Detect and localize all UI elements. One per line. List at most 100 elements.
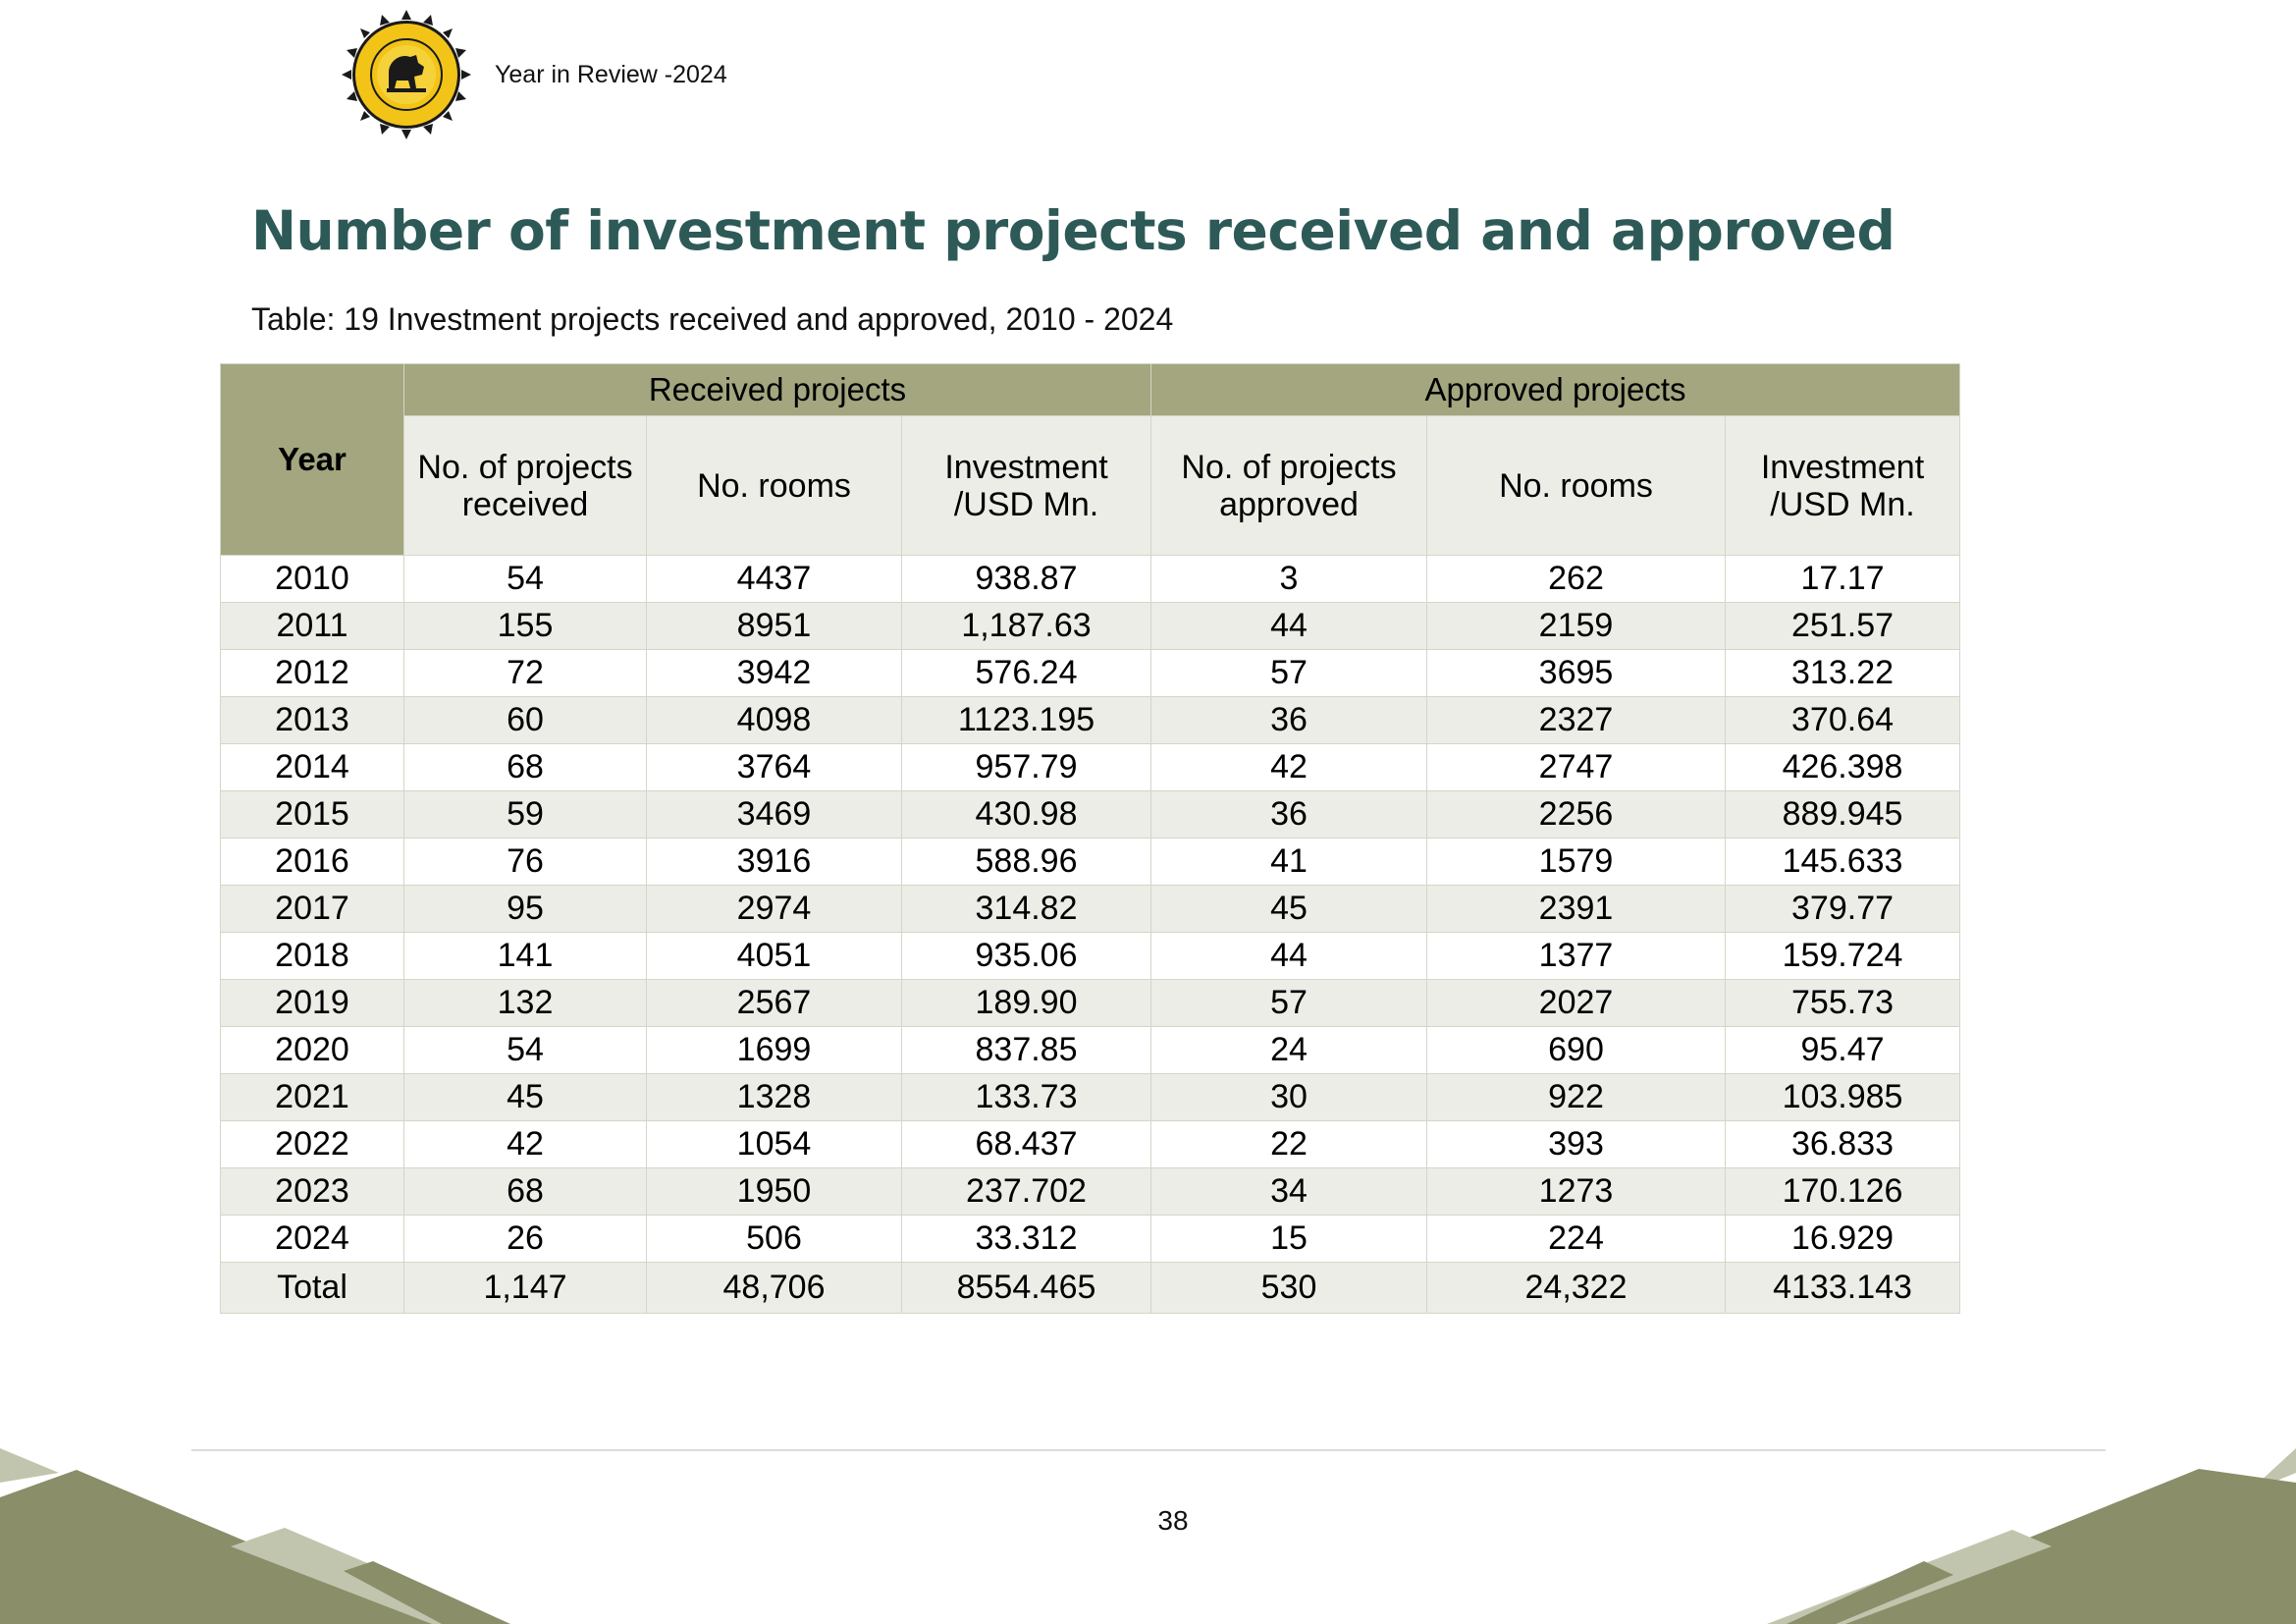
table-cell: 2256 (1426, 790, 1726, 839)
table-cell: 2567 (646, 979, 902, 1027)
table-cell: 133.73 (901, 1073, 1151, 1121)
table-row: 2015 59 3469 430.98 36 2256 889.945 (220, 790, 1961, 839)
table-cell: 938.87 (901, 555, 1151, 603)
table-row: 2016 76 3916 588.96 41 1579 145.633 (220, 838, 1961, 886)
header-text: Year in Review -2024 (495, 61, 727, 88)
table-cell: 95 (403, 885, 647, 933)
table-cell: 8951 (646, 602, 902, 650)
table-row: 2019 132 2567 189.90 57 2027 755.73 (220, 979, 1961, 1027)
table-row: 2017 95 2974 314.82 45 2391 379.77 (220, 885, 1961, 933)
table-cell: 26 (403, 1215, 647, 1263)
table-cell: 588.96 (901, 838, 1151, 886)
table-cell: 379.77 (1724, 885, 1961, 933)
table-row: 2010 54 4437 938.87 3 262 17.17 (220, 555, 1961, 603)
year-cell: 2019 (220, 979, 404, 1027)
table-cell: 1054 (646, 1120, 902, 1168)
table-cell: 60 (403, 696, 647, 744)
table-cell: 2391 (1426, 885, 1726, 933)
table-body: 2010 54 4437 938.87 3 262 17.17 2011 155 8951 1,18… (220, 555, 1961, 1263)
total-row: Total 1,147 48,706 8554.465 530 24,322 4… (220, 1262, 1961, 1314)
received-projects-header: Received projects (403, 363, 1151, 416)
table-row: 2014 68 3764 957.79 42 2747 426.398 (220, 743, 1961, 791)
year-cell: 2013 (220, 696, 404, 744)
table-cell: 22 (1150, 1120, 1427, 1168)
table-cell: 1,187.63 (901, 602, 1151, 650)
year-cell: 2016 (220, 838, 404, 886)
page-title: Number of investment projects received a… (251, 199, 1896, 262)
table-cell: 34 (1150, 1167, 1427, 1216)
table-row: 2022 42 1054 68.437 22 393 36.833 (220, 1120, 1961, 1168)
table-cell: 36 (1150, 790, 1427, 839)
table-cell: 957.79 (901, 743, 1151, 791)
approved-investment-header: Investment /USD Mn. (1724, 415, 1961, 556)
table-cell: 155 (403, 602, 647, 650)
table-cell: 95.47 (1724, 1026, 1961, 1074)
table-cell: 103.985 (1724, 1073, 1961, 1121)
table-cell: 45 (1150, 885, 1427, 933)
table-cell: 36.833 (1724, 1120, 1961, 1168)
total-cell: 48,706 (646, 1262, 902, 1314)
table-cell: 189.90 (901, 979, 1151, 1027)
total-cell: 4133.143 (1724, 1262, 1961, 1314)
table-cell: 690 (1426, 1026, 1726, 1074)
table-cell: 44 (1150, 602, 1427, 650)
table-cell: 30 (1150, 1073, 1427, 1121)
table-row: 2023 68 1950 237.702 34 1273 170.126 (220, 1167, 1961, 1216)
table-cell: 2159 (1426, 602, 1726, 650)
total-cell: 530 (1150, 1262, 1427, 1314)
table-cell: 1950 (646, 1167, 902, 1216)
table-cell: 57 (1150, 979, 1427, 1027)
table-cell: 935.06 (901, 932, 1151, 980)
table-cell: 313.22 (1724, 649, 1961, 697)
table-row: 2020 54 1699 837.85 24 690 95.47 (220, 1026, 1961, 1074)
table-cell: 132 (403, 979, 647, 1027)
total-cell: 8554.465 (901, 1262, 1151, 1314)
year-cell: 2020 (220, 1026, 404, 1074)
table-cell: 922 (1426, 1073, 1726, 1121)
table-cell: 159.724 (1724, 932, 1961, 980)
table-cell: 3 (1150, 555, 1427, 603)
year-cell: 2011 (220, 602, 404, 650)
table-cell: 57 (1150, 649, 1427, 697)
table-cell: 68.437 (901, 1120, 1151, 1168)
total-cell: 24,322 (1426, 1262, 1726, 1314)
table-cell: 76 (403, 838, 647, 886)
table-cell: 54 (403, 1026, 647, 1074)
table-row: 2018 141 4051 935.06 44 1377 159.724 (220, 932, 1961, 980)
table-cell: 1328 (646, 1073, 902, 1121)
table-cell: 45 (403, 1073, 647, 1121)
table-cell: 837.85 (901, 1026, 1151, 1074)
table-cell: 755.73 (1724, 979, 1961, 1027)
table-cell: 1699 (646, 1026, 902, 1074)
table-cell: 262 (1426, 555, 1726, 603)
table-cell: 4437 (646, 555, 902, 603)
year-column-header: Year (220, 363, 404, 556)
table-cell: 3942 (646, 649, 902, 697)
table-row: 2021 45 1328 133.73 30 922 103.985 (220, 1073, 1961, 1121)
table-row: 2024 26 506 33.312 15 224 16.929 (220, 1215, 1961, 1263)
table-cell: 59 (403, 790, 647, 839)
table-cell: 370.64 (1724, 696, 1961, 744)
table-row: 2013 60 4098 1123.195 36 2327 370.64 (220, 696, 1961, 744)
table-caption: Table: 19 Investment projects received a… (251, 301, 1174, 337)
approved-rooms-header: No. rooms (1426, 415, 1726, 556)
table-cell: 2027 (1426, 979, 1726, 1027)
footer-divider (191, 1449, 2106, 1451)
table-cell: 2974 (646, 885, 902, 933)
table-cell: 4098 (646, 696, 902, 744)
table-cell: 3916 (646, 838, 902, 886)
table-cell: 506 (646, 1215, 902, 1263)
total-label: Total (220, 1262, 404, 1314)
approved-projects-header: Approved projects (1149, 363, 1961, 416)
table-cell: 2747 (1426, 743, 1726, 791)
table-cell: 170.126 (1724, 1167, 1961, 1216)
year-cell: 2023 (220, 1167, 404, 1216)
table-cell: 1123.195 (901, 696, 1151, 744)
year-cell: 2017 (220, 885, 404, 933)
table-row: 2012 72 3942 576.24 57 3695 313.22 (220, 649, 1961, 697)
table-cell: 426.398 (1724, 743, 1961, 791)
year-cell: 2022 (220, 1120, 404, 1168)
table-cell: 576.24 (901, 649, 1151, 697)
table-cell: 68 (403, 1167, 647, 1216)
table-cell: 54 (403, 555, 647, 603)
